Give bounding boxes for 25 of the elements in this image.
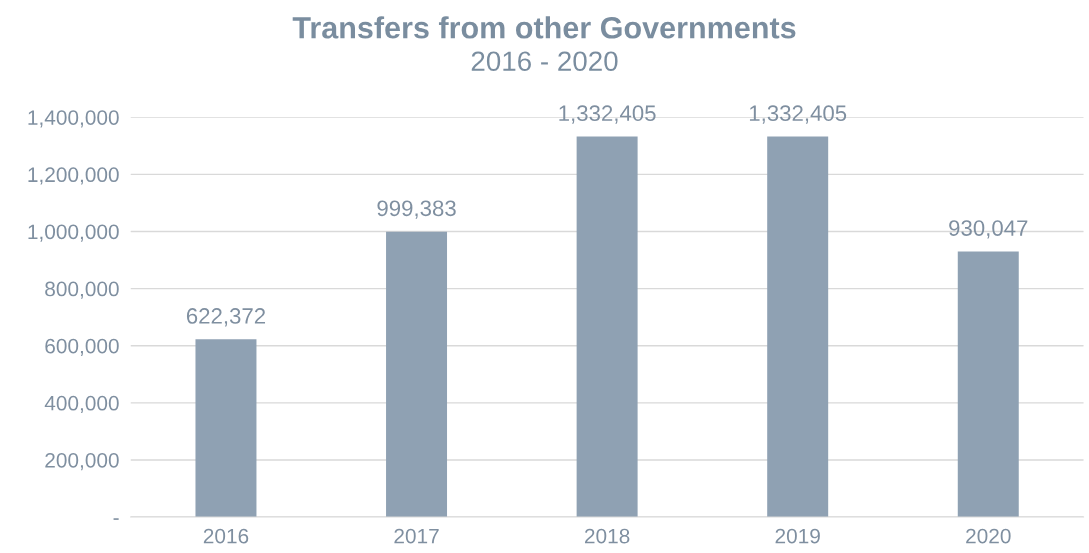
y-tick-label: 400,000 [44,395,119,414]
bar [957,251,1019,518]
chart-subtitle: 2016 - 2020 [471,51,618,72]
x-tick-label: 2017 [394,528,439,544]
y-tick-label: - [113,518,119,520]
data-label: 999,383 [377,200,456,219]
x-tick-label: 2020 [966,528,1011,544]
data-label: 930,047 [949,220,1028,239]
chart-title: Transfers from other Governments [292,16,796,39]
data-label: 1,332,405 [559,105,656,124]
y-tick-label: 200,000 [45,452,119,471]
x-tick-label: 2019 [775,528,820,544]
x-tick-label: 2018 [585,528,630,544]
bar [386,231,448,518]
bar [767,136,829,518]
data-label: 1,332,405 [749,105,847,124]
y-tick-label: 1,400,000 [28,110,119,128]
bar [576,136,638,518]
data-label: 622,372 [186,308,266,327]
bar [195,339,257,518]
y-tick-label: 1,000,000 [28,224,119,242]
x-tick-label: 2016 [203,528,249,544]
y-tick-label: 800,000 [45,281,119,299]
y-tick-label: 600,000 [45,338,119,356]
y-tick-label: 1,200,000 [28,167,119,185]
